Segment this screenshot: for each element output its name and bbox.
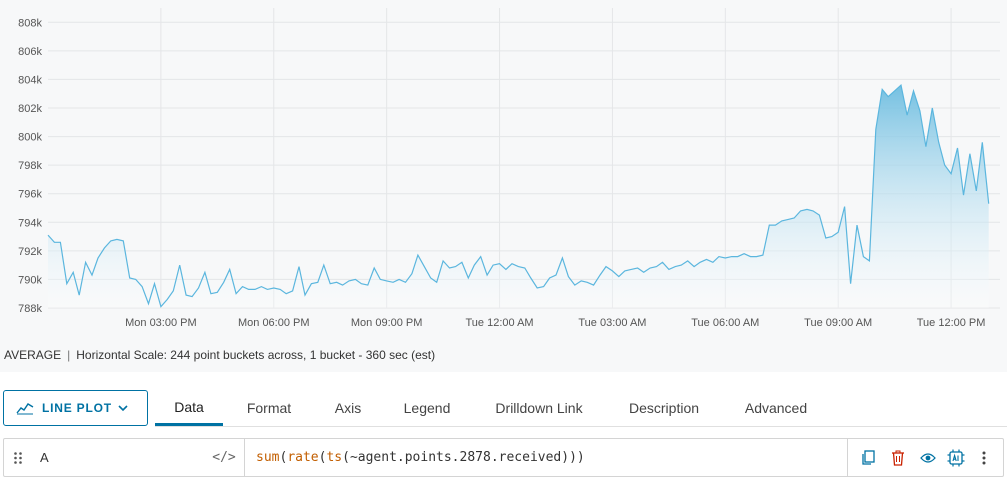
query-paren: ( [279, 450, 288, 465]
tab-description[interactable]: Description [628, 400, 700, 416]
eye-icon[interactable] [916, 439, 940, 476]
query-label: A [40, 450, 49, 465]
line-chart-icon [16, 403, 34, 415]
tab-format[interactable]: Format [246, 400, 292, 416]
y-tick-label: 802k [18, 103, 42, 115]
chart-area[interactable]: 788k 790k 792k 794k 796k 798k 800k 802k 804k 806k… [0, 0, 1007, 338]
query-paren: ( [318, 450, 327, 465]
x-tick-label: Tue 06:00 AM [691, 317, 759, 329]
plot-type-label: LINE PLOT [42, 401, 112, 415]
y-tick-label: 794k [18, 217, 42, 229]
tab-axis[interactable]: Axis [334, 400, 362, 416]
more-options-icon[interactable] [972, 439, 996, 476]
aggregation-label: AVERAGE [4, 348, 62, 362]
y-tick-label: 792k [18, 246, 42, 258]
x-tick-label: Tue 12:00 PM [917, 317, 986, 329]
divider [244, 439, 245, 476]
divider [847, 439, 848, 476]
x-tick-label: Mon 03:00 PM [125, 317, 197, 329]
y-tick-label: 790k [18, 274, 42, 286]
separator: | [67, 348, 71, 362]
query-paren: ( [342, 450, 350, 465]
tab-legend[interactable]: Legend [403, 400, 451, 416]
y-tick-label: 800k [18, 132, 42, 144]
y-tick-label: 788k [18, 303, 42, 315]
x-tick-label: Mon 06:00 PM [238, 317, 310, 329]
plot-type-dropdown[interactable]: LINE PLOT [3, 390, 148, 426]
tab-drilldown-link[interactable]: Drilldown Link [495, 400, 583, 416]
x-tick-label: Tue 03:00 AM [578, 317, 646, 329]
horizontal-scale-text: Horizontal Scale: 244 point buckets acro… [76, 348, 436, 362]
series-line [47, 83, 990, 308]
x-tick-label: Mon 09:00 PM [351, 317, 423, 329]
x-tick-label: Tue 09:00 AM [804, 317, 872, 329]
tab-advanced[interactable]: Advanced [744, 400, 808, 416]
series-area [48, 85, 989, 308]
drag-handle-icon[interactable] [4, 439, 32, 476]
query-fn-rate: rate [287, 450, 319, 465]
ai-chip-icon[interactable] [944, 439, 968, 476]
query-fn-ts: ts [326, 450, 343, 465]
y-tick-label: 798k [18, 160, 42, 172]
tab-divider [155, 426, 1007, 427]
trash-icon[interactable] [886, 439, 910, 476]
query-row: A </> sum(rate(ts(~agent.points.2878.rec… [3, 438, 1004, 477]
x-tick-label: Tue 12:00 AM [465, 317, 533, 329]
y-tick-label: 804k [18, 74, 42, 86]
chevron-down-icon [118, 405, 128, 412]
chart-svg: 788k 790k 792k 794k 796k 798k 800k 802k 804k 806k… [18, 8, 1000, 329]
scale-info-bar: AVERAGE | Horizontal Scale: 244 point buck… [0, 338, 1007, 372]
query-metric: ~agent.points.2878.received [349, 450, 562, 465]
query-fn-sum: sum [256, 450, 280, 465]
tab-data[interactable]: Data [155, 390, 223, 426]
editor-tab-row: LINE PLOT Data Format Axis Legend Drilld… [0, 390, 1007, 428]
y-tick-label: 808k [18, 17, 42, 29]
code-toggle-button[interactable]: </> [212, 450, 236, 465]
query-close-parens: ))) [561, 450, 585, 465]
query-input[interactable]: sum(rate(ts(~agent.points.2878.received)… [256, 439, 585, 476]
y-tick-label: 796k [18, 189, 42, 201]
copy-icon[interactable] [856, 439, 880, 476]
y-tick-label: 806k [18, 46, 42, 58]
